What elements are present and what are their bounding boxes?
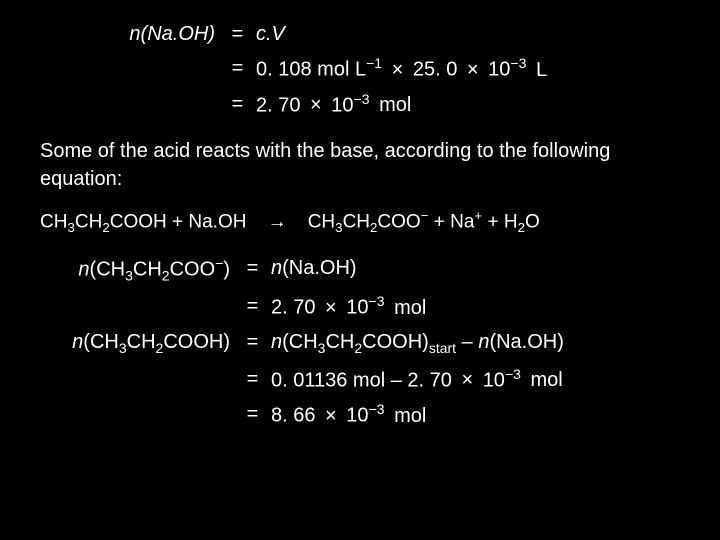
- calc3-row3: = 8. 66 × 10−3 mol: [40, 400, 680, 430]
- calc1-row1: n(Na.OH) = c.V: [40, 20, 680, 48]
- eq-sign: =: [240, 400, 265, 430]
- calc1-lhs-text: n(Na.OH): [129, 23, 215, 45]
- calc1-r2: 0. 108 mol L−1 × 25. 0 × 10−3 L: [250, 54, 680, 84]
- times-icon: ×: [306, 94, 326, 116]
- chem-a: CH: [40, 212, 67, 233]
- calc2-r2: 2. 70 × 10−3 mol: [265, 292, 680, 322]
- calc1-lhs: n(Na.OH): [40, 20, 225, 48]
- calc3-lhs: n(CH3CH2COOH): [40, 328, 240, 359]
- reaction-arrow-icon: →: [268, 212, 287, 233]
- calc1-row3: = 2. 70 × 10−3 mol: [40, 90, 680, 120]
- calc3-row1: n(CH3CH2COOH) = n(CH3CH2COOH)start – n(N…: [40, 328, 680, 359]
- calc2-lhs: n(CH3CH2COO−): [40, 254, 240, 286]
- eq-sign: =: [225, 90, 250, 120]
- times-icon: ×: [463, 59, 483, 81]
- explanation-text: Some of the acid reacts with the base, a…: [40, 137, 680, 193]
- eq-sign: =: [240, 328, 265, 359]
- calc1-r3: 2. 70 × 10−3 mol: [250, 90, 680, 120]
- calc1-r2a-sup: −1: [366, 55, 382, 71]
- times-icon: ×: [388, 59, 408, 81]
- calc1-r2c-sup: −3: [510, 55, 526, 71]
- calc1-r1-text: c.V: [256, 23, 285, 45]
- calc2-row2: = 2. 70 × 10−3 mol: [40, 292, 680, 322]
- calc1-r2a: 0. 108 mol L: [256, 59, 366, 81]
- calc1-r2b: 25. 0: [413, 59, 457, 81]
- calc2-row1: n(CH3CH2COO−) = n(Na.OH): [40, 254, 680, 286]
- calc1-r1: c.V: [250, 20, 680, 48]
- times-icon: ×: [321, 405, 341, 427]
- eq-sign: =: [240, 365, 265, 395]
- calc1-r3b: 10: [331, 94, 353, 116]
- eq-sign: =: [240, 254, 265, 286]
- calc2-r1: n(Na.OH): [265, 254, 680, 286]
- eq-sign: =: [225, 20, 250, 48]
- calc1-row2: = 0. 108 mol L−1 × 25. 0 × 10−3 L: [40, 54, 680, 84]
- calc3-r3: 8. 66 × 10−3 mol: [265, 400, 680, 430]
- calc1-r2d: L: [532, 59, 547, 81]
- calc1-r3c: mol: [375, 94, 411, 116]
- eq-sign: =: [240, 292, 265, 322]
- chemical-equation: CH3CH2COOH + Na.OH → CH3CH2COO− + Na+ + …: [40, 207, 680, 238]
- calc1-r3b-sup: −3: [354, 91, 370, 107]
- eq-sign: =: [225, 54, 250, 84]
- calc1-r2c: 10: [488, 59, 510, 81]
- times-icon: ×: [321, 297, 341, 319]
- calc3-row2: = 0. 01136 mol – 2. 70 × 10−3 mol: [40, 365, 680, 395]
- calc3-r1: n(CH3CH2COOH)start – n(Na.OH): [265, 328, 680, 359]
- calc1-r3a: 2. 70: [256, 94, 300, 116]
- calc3-r2: 0. 01136 mol – 2. 70 × 10−3 mol: [265, 365, 680, 395]
- times-icon: ×: [457, 369, 477, 391]
